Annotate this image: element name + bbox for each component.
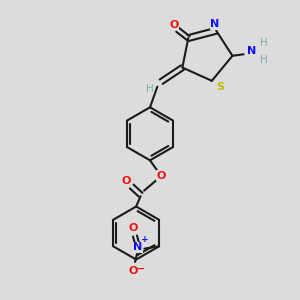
Text: N: N [210, 19, 219, 29]
Text: O: O [128, 223, 138, 233]
Text: N: N [133, 242, 142, 252]
Text: H: H [260, 55, 268, 64]
Text: O: O [128, 266, 138, 276]
Text: H: H [260, 38, 268, 48]
Text: H: H [146, 84, 154, 94]
Text: O: O [169, 20, 179, 30]
Text: O: O [157, 171, 166, 181]
Text: O: O [121, 176, 130, 186]
Text: N: N [247, 46, 256, 56]
Text: S: S [217, 82, 225, 92]
Text: +: + [141, 235, 148, 244]
Text: −: − [137, 264, 146, 274]
